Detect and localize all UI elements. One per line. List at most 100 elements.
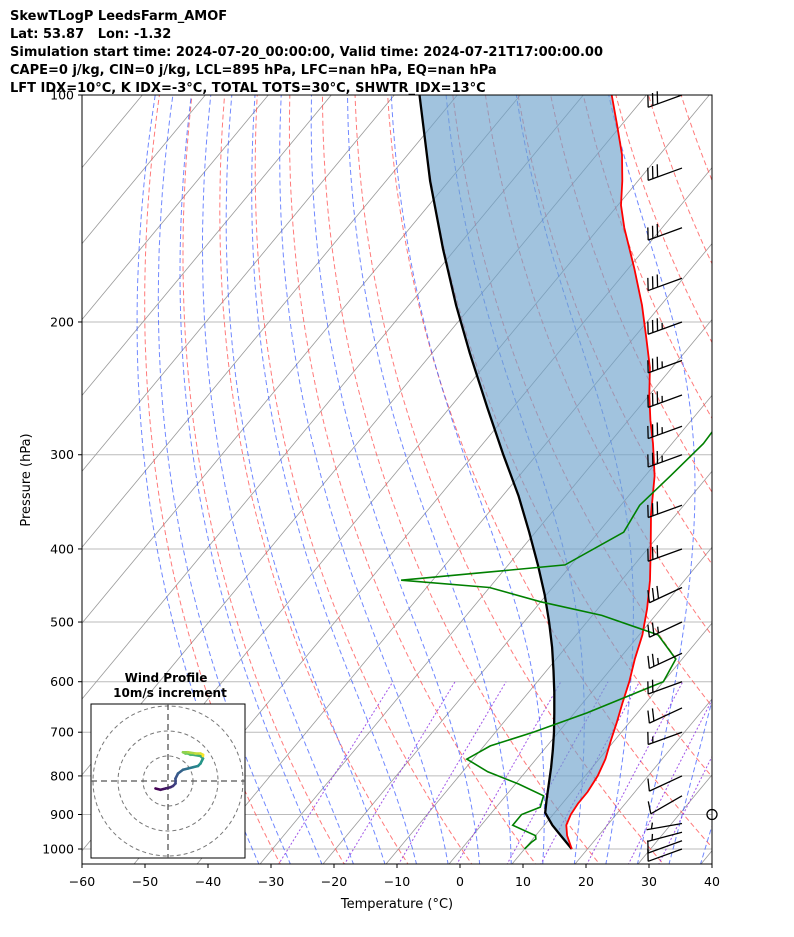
barb-shaft — [649, 652, 683, 670]
dry-adiabat-line — [734, 61, 794, 881]
isotherm-line — [82, 95, 206, 245]
x-tick-label: −10 — [384, 874, 410, 889]
y-axis-title: Pressure (hPa) — [19, 433, 34, 526]
profile-lines — [401, 95, 712, 850]
wind-barbs — [646, 91, 718, 862]
y-tick-label: 600 — [50, 674, 74, 689]
x-tick-label: −30 — [258, 874, 284, 889]
x-tick-label: −20 — [321, 874, 347, 889]
dry-adiabat-line — [702, 61, 794, 881]
barb-shaft — [647, 681, 683, 695]
wind-barb — [647, 318, 683, 335]
wind-barb — [647, 840, 683, 854]
chart-title-line-4: CAPE=0 j/kg, CIN=0 j/kg, LCL=895 hPa, LF… — [10, 63, 497, 78]
dry-adiabat-line — [182, 95, 345, 864]
isotherm-line — [511, 622, 712, 864]
barb-shaft — [647, 94, 683, 108]
x-tick-label: −40 — [195, 874, 221, 889]
barb-shaft — [650, 795, 683, 815]
dry-adiabat-line — [648, 95, 712, 265]
wind-barb — [647, 795, 683, 815]
chart-title-line-3: Simulation start time: 2024-07-20_00:00:… — [10, 45, 603, 60]
y-tick-label: 700 — [50, 725, 74, 740]
y-tick-label: 400 — [50, 541, 74, 556]
wind-barb — [647, 450, 683, 468]
barb-shaft — [647, 167, 683, 181]
barb-half-flag — [650, 822, 654, 829]
wind-barb — [647, 422, 683, 440]
barb-flag — [651, 653, 655, 667]
parcel-profile-line — [418, 95, 573, 850]
y-tick-label: 100 — [50, 88, 74, 103]
hodograph-title: Wind Profile — [125, 671, 208, 685]
dewpoint-profile-line — [401, 430, 712, 850]
chart-title-line-1: SkewTLogP LeedsFarm_AMOF — [10, 9, 228, 24]
isotherm-line — [574, 698, 712, 864]
barb-shaft — [647, 227, 683, 241]
moist-adiabat-line — [347, 95, 512, 864]
barb-shaft — [649, 775, 683, 792]
moist-adiabat-line — [608, 95, 696, 864]
barb-shaft — [647, 359, 683, 374]
barb-flag — [647, 778, 651, 792]
y-tick-label: 300 — [50, 447, 74, 462]
barb-flag — [651, 622, 655, 636]
barb-flag — [647, 710, 651, 724]
hodograph-inset: Wind Profile 10m/s increment — [90, 671, 246, 859]
wind-barb — [647, 707, 683, 724]
x-axis: −60 −50 −40 −30 −20 −10 0 10 20 30 40 — [69, 864, 720, 889]
wind-barb — [647, 164, 683, 181]
hodograph-ring — [117, 730, 219, 832]
moist-adiabat-line — [251, 95, 417, 864]
moist-adiabat-line — [279, 95, 449, 864]
y-tick-label: 200 — [50, 314, 74, 329]
dry-adiabat-line — [615, 95, 712, 344]
dry-adiabat-line — [354, 95, 664, 864]
dry-adiabat-line — [144, 95, 281, 864]
wind-barb — [647, 585, 683, 604]
dry-adiabat-line — [219, 95, 409, 864]
x-tick-label: 40 — [704, 874, 720, 889]
hodograph-subtitle: 10m/s increment — [113, 686, 227, 700]
isotherm-line — [751, 60, 794, 880]
x-axis-title: Temperature (°C) — [340, 897, 453, 912]
wind-barb — [647, 391, 683, 408]
wind-barb — [647, 501, 683, 519]
moist-adiabat-line — [225, 95, 386, 864]
barb-flag — [656, 585, 660, 599]
barb-shaft — [649, 621, 683, 638]
y-tick-label: 1000 — [42, 842, 74, 857]
wind-barb — [647, 274, 683, 292]
mixing-ratio-line — [398, 681, 507, 864]
x-tick-label: 0 — [456, 874, 464, 889]
isotherm-line — [700, 850, 712, 864]
mixing-ratio-line — [627, 698, 712, 864]
barb-shaft — [647, 831, 683, 843]
barb-shaft — [647, 277, 683, 292]
barb-shaft — [647, 548, 683, 562]
x-tick-label: 10 — [515, 874, 531, 889]
y-tick-label: 800 — [50, 768, 74, 783]
chart-title-line-2: Lat: 53.87 Lon: -1.32 — [10, 27, 172, 42]
barb-flag — [647, 624, 651, 638]
dry-adiabat-line — [254, 95, 473, 864]
barb-shaft — [647, 840, 683, 854]
wind-barb — [647, 621, 683, 638]
y-axis: 1000 900 800 700 600 500 400 300 200 100 — [42, 88, 82, 857]
cape-region — [419, 95, 655, 849]
isotherm-line — [82, 95, 269, 321]
barb-shaft — [647, 731, 683, 746]
chart-title-block: SkewTLogP LeedsFarm_AMOF Lat: 53.87 Lon:… — [10, 8, 603, 98]
moist-adiabat-line — [310, 95, 481, 864]
barb-flag — [647, 655, 651, 669]
wind-barb — [647, 848, 683, 862]
x-tick-label: −60 — [69, 874, 95, 889]
mixing-ratio-line — [278, 681, 394, 864]
barb-half-flag — [657, 657, 660, 665]
barb-shaft — [647, 848, 683, 862]
isotherm-line — [82, 95, 395, 472]
y-tick-label: 500 — [50, 615, 74, 630]
isotherm-line — [448, 546, 712, 864]
wind-barb — [647, 679, 683, 695]
